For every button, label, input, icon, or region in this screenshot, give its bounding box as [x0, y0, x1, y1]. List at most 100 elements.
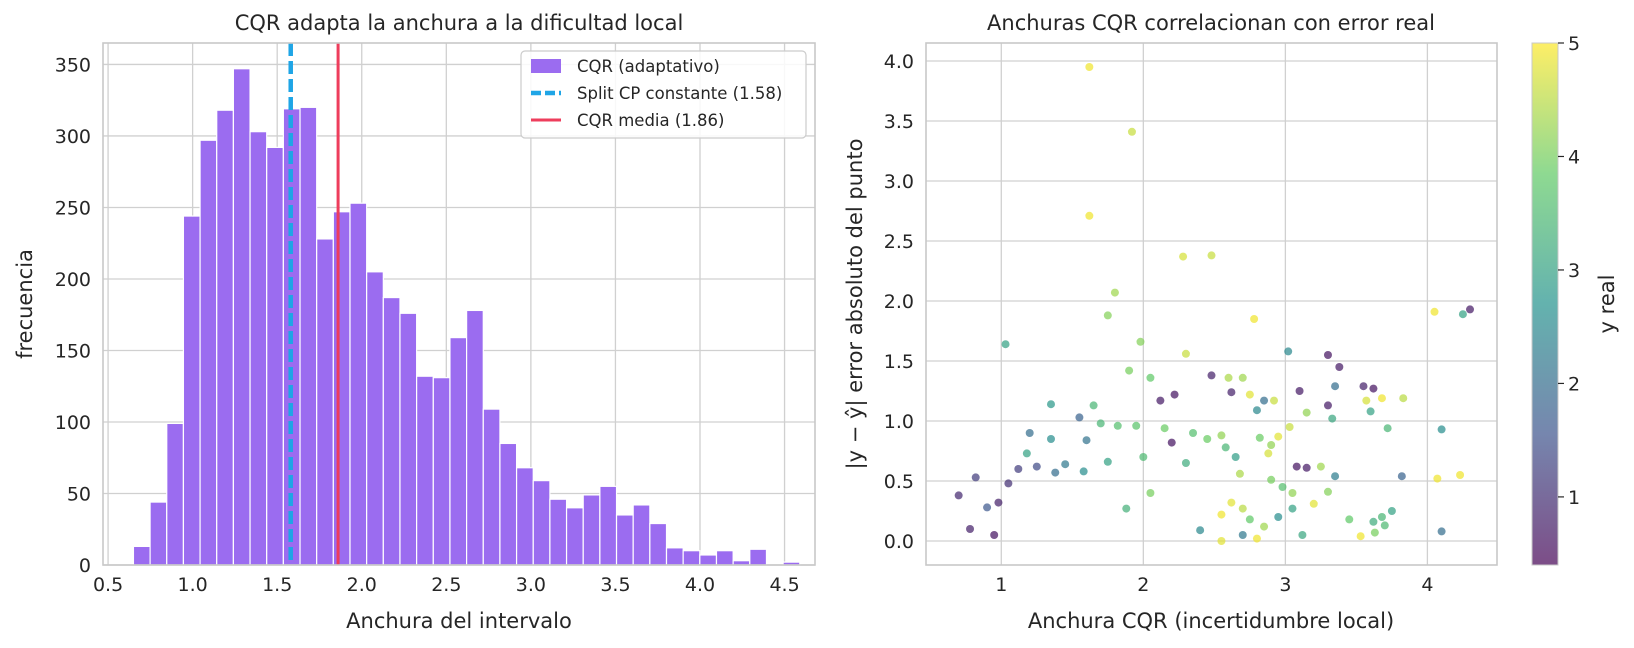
- scatter-point: [1082, 436, 1091, 445]
- histogram-bar: [749, 548, 768, 566]
- scatter-point: [1221, 443, 1230, 452]
- histogram-bar: [266, 146, 284, 566]
- y-tick-label: 250: [55, 197, 91, 219]
- scatter-point: [1146, 373, 1155, 382]
- scatter-point: [1278, 483, 1287, 491]
- scatter-point: [1370, 528, 1379, 537]
- scatter-point: [1323, 401, 1332, 410]
- x-tick-label: 4.0: [685, 574, 715, 596]
- scatter-point: [1136, 337, 1145, 346]
- scatter-point: [1323, 351, 1332, 359]
- y-tick-label: 2.5: [884, 231, 914, 253]
- x-tick-label: 4: [1421, 574, 1433, 596]
- histogram-bar: [699, 554, 718, 566]
- y-tick-label: 50: [67, 483, 91, 505]
- scatter-point: [1260, 522, 1269, 531]
- right-x-tick-labels: 1 2 3 4: [995, 574, 1433, 596]
- histogram-bar: [216, 109, 234, 566]
- scatter-point: [1001, 340, 1010, 349]
- y-tick-label: 3.5: [884, 111, 914, 133]
- y-tick-label: 300: [55, 126, 91, 148]
- scatter-point: [1113, 421, 1122, 430]
- scatter-point: [971, 473, 980, 482]
- scatter-point: [1103, 311, 1112, 320]
- scatter-point: [1046, 435, 1055, 443]
- scatter-point: [1383, 424, 1392, 433]
- y-tick-label: 4.0: [884, 51, 914, 73]
- x-tick-label: 2.5: [431, 574, 461, 596]
- scatter-point: [1189, 429, 1198, 437]
- histogram-bar: [449, 337, 468, 566]
- colorbar-tick-label: 3: [1568, 260, 1580, 282]
- scatter-point: [1125, 366, 1134, 375]
- histogram-bar: [582, 494, 601, 566]
- scatter-point: [1323, 487, 1332, 496]
- histogram-bar: [166, 422, 185, 566]
- y-tick-label: 200: [55, 269, 91, 291]
- scatter-point: [1156, 396, 1165, 405]
- histogram-bar: [682, 550, 701, 566]
- histogram-bar: [366, 271, 384, 566]
- scatter-point: [1387, 507, 1396, 515]
- y-tick-label: 0: [79, 555, 91, 577]
- histogram-bar: [399, 312, 418, 566]
- scatter-point: [1181, 459, 1190, 467]
- scatter-point: [1345, 515, 1354, 524]
- scatter-point: [1298, 531, 1307, 539]
- scatter-point: [1046, 400, 1055, 409]
- scatter-point: [1316, 462, 1325, 471]
- scatter-point: [1250, 315, 1259, 323]
- scatter-point: [1285, 423, 1294, 431]
- scatter-point: [1075, 413, 1084, 422]
- scatter-point: [1366, 407, 1375, 416]
- left-x-axis-label: Anchura del intervalo: [346, 609, 572, 633]
- scatter-point: [954, 491, 963, 500]
- scatter-point: [983, 503, 992, 512]
- scatter-point: [1146, 489, 1155, 497]
- y-tick-label: 0.5: [884, 471, 914, 493]
- histogram-bar: [532, 480, 551, 566]
- colorbar-tick-label: 1: [1568, 487, 1580, 509]
- legend-box: [520, 50, 807, 139]
- x-tick-label: 3.5: [600, 574, 630, 596]
- scatter-point: [1466, 305, 1475, 314]
- scatter-point: [1014, 465, 1023, 473]
- histogram-chart: CQR adapta la anchura a la dificultad lo…: [13, 11, 816, 633]
- scatter-point: [1051, 468, 1060, 477]
- scatter-point: [1399, 394, 1408, 403]
- x-tick-label: 2.0: [347, 574, 377, 596]
- scatter-point: [1231, 453, 1240, 461]
- colorbar-gradient: [1531, 42, 1559, 566]
- legend-entry-cqr-mean: CQR media (1.86): [577, 111, 724, 130]
- y-tick-label: 350: [55, 54, 91, 76]
- histogram-bar: [349, 202, 368, 566]
- scatter-point: [1217, 431, 1226, 440]
- x-tick-label: 1.0: [178, 574, 208, 596]
- histogram-bar: [715, 550, 734, 566]
- y-tick-label: 1.5: [884, 351, 914, 373]
- scatter-point: [1103, 457, 1112, 466]
- x-tick-label: 2: [1137, 574, 1149, 596]
- histogram-bar: [565, 507, 584, 566]
- histogram-bar: [549, 498, 568, 566]
- scatter-point: [1252, 406, 1261, 415]
- y-tick-label: 0.0: [884, 531, 914, 553]
- scatter-point: [1437, 425, 1446, 434]
- scatter-point: [1274, 432, 1283, 441]
- scatter-point: [1022, 449, 1031, 458]
- scatter-point: [1377, 513, 1386, 521]
- scatter-point: [1309, 499, 1318, 508]
- scatter-point: [1380, 521, 1389, 530]
- scatter-point: [1167, 438, 1176, 447]
- scatter-point: [1025, 429, 1034, 437]
- scatter-point: [1207, 371, 1216, 380]
- histogram-bar: [416, 375, 434, 566]
- colorbar-tick-label: 2: [1568, 373, 1580, 395]
- scatter-point: [1377, 394, 1386, 403]
- scatter-point: [1252, 534, 1261, 543]
- scatter-point: [1288, 489, 1297, 497]
- scatter-point: [1267, 441, 1276, 449]
- x-tick-label: 3: [1279, 574, 1291, 596]
- scatter-point: [1369, 517, 1378, 526]
- scatter-points: [954, 63, 1475, 545]
